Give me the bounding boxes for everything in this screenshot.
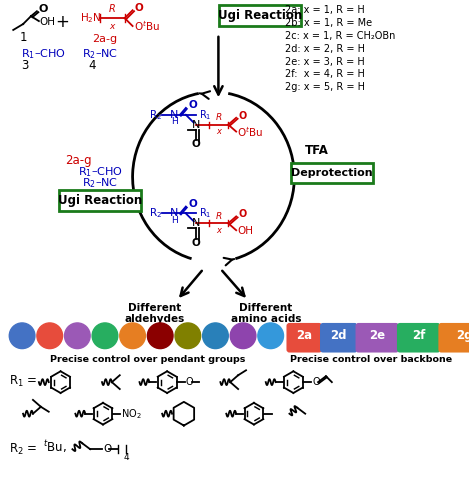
Circle shape <box>147 323 173 349</box>
Text: OH: OH <box>40 17 56 27</box>
Text: N: N <box>191 120 200 129</box>
Text: 2d: x = 2, R = H: 2d: x = 2, R = H <box>285 44 365 54</box>
Text: R: R <box>109 4 116 14</box>
Text: O: O <box>312 377 320 387</box>
Circle shape <box>64 323 90 349</box>
Text: 2f:  x = 4, R = H: 2f: x = 4, R = H <box>285 69 365 79</box>
Text: Different: Different <box>239 303 292 313</box>
Text: O: O <box>238 111 246 121</box>
Text: N: N <box>170 208 178 218</box>
Circle shape <box>92 323 118 349</box>
FancyBboxPatch shape <box>291 163 373 184</box>
Text: 1: 1 <box>19 31 27 44</box>
Text: O$^t$Bu: O$^t$Bu <box>134 19 160 33</box>
Text: R$_1$–CHO: R$_1$–CHO <box>21 47 66 61</box>
Text: O: O <box>135 3 143 13</box>
Text: O: O <box>191 238 200 248</box>
Text: R: R <box>215 113 221 122</box>
Circle shape <box>120 323 146 349</box>
Text: 2a-g: 2a-g <box>92 34 118 44</box>
Circle shape <box>37 323 63 349</box>
Text: R$_1$–CHO: R$_1$–CHO <box>78 165 122 179</box>
Text: aldehydes: aldehydes <box>124 314 184 324</box>
Text: H: H <box>171 117 177 126</box>
Text: O$^t$Bu: O$^t$Bu <box>237 125 264 139</box>
Text: 4: 4 <box>124 452 129 462</box>
Text: 2d: 2d <box>330 329 347 342</box>
Text: 4: 4 <box>88 59 96 72</box>
Text: R: R <box>215 212 221 221</box>
Text: R$_2$: R$_2$ <box>149 206 162 220</box>
FancyBboxPatch shape <box>286 323 322 353</box>
Text: $^t$Bu,: $^t$Bu, <box>43 438 67 454</box>
Text: O: O <box>238 209 246 219</box>
Text: R$_1$: R$_1$ <box>199 206 211 220</box>
Circle shape <box>9 323 35 349</box>
FancyBboxPatch shape <box>356 323 399 353</box>
Text: Precise control over pendant groups: Precise control over pendant groups <box>50 355 245 364</box>
Text: H: H <box>171 216 177 225</box>
Text: +: + <box>55 13 70 31</box>
Text: x: x <box>216 127 221 136</box>
Text: 2g: 2g <box>456 329 472 342</box>
Text: Ugi Reaction: Ugi Reaction <box>58 194 142 207</box>
Text: R$_2$ =: R$_2$ = <box>9 441 37 457</box>
Text: x: x <box>216 226 221 235</box>
Text: 2e: 2e <box>369 329 385 342</box>
FancyBboxPatch shape <box>397 323 440 353</box>
Circle shape <box>258 323 283 349</box>
Text: O: O <box>103 444 111 454</box>
Circle shape <box>202 323 228 349</box>
Text: 2g: x = 5, R = H: 2g: x = 5, R = H <box>285 82 365 92</box>
Text: 2e: x = 3, R = H: 2e: x = 3, R = H <box>285 57 365 66</box>
Text: R$_2$–NC: R$_2$–NC <box>82 47 118 61</box>
FancyBboxPatch shape <box>59 190 141 211</box>
Text: TFA: TFA <box>305 144 329 157</box>
Text: NO$_2$: NO$_2$ <box>121 407 141 421</box>
Text: N: N <box>191 218 200 228</box>
Text: 2c: x = 1, R = CH₂OBn: 2c: x = 1, R = CH₂OBn <box>285 31 396 41</box>
Text: R$_2$: R$_2$ <box>149 108 162 122</box>
Text: amino acids: amino acids <box>230 314 301 324</box>
Text: H$_2$N: H$_2$N <box>80 11 102 25</box>
Text: OH: OH <box>237 226 253 236</box>
Text: O: O <box>39 4 48 14</box>
Text: N: N <box>170 110 178 120</box>
Text: Different: Different <box>128 303 181 313</box>
Text: R$_1$: R$_1$ <box>199 108 211 122</box>
Text: Ugi Reaction: Ugi Reaction <box>218 8 302 22</box>
Text: O: O <box>191 139 200 149</box>
Circle shape <box>175 323 201 349</box>
Text: 2a: 2a <box>296 329 312 342</box>
Text: Precise control over backbone: Precise control over backbone <box>290 355 452 364</box>
Text: 2b: x = 1, R = Me: 2b: x = 1, R = Me <box>285 18 373 28</box>
Text: 2a: x = 1, R = H: 2a: x = 1, R = H <box>285 5 365 15</box>
Text: x: x <box>109 21 115 31</box>
Text: R$_2$–NC: R$_2$–NC <box>82 176 118 190</box>
Text: 2f: 2f <box>412 329 425 342</box>
Text: O: O <box>189 100 198 110</box>
Text: O: O <box>186 377 193 387</box>
FancyBboxPatch shape <box>438 323 474 353</box>
Circle shape <box>230 323 256 349</box>
Text: Deprotection: Deprotection <box>291 168 373 178</box>
FancyBboxPatch shape <box>320 323 357 353</box>
Text: 2a-g: 2a-g <box>65 154 91 167</box>
Text: R$_1$ =: R$_1$ = <box>9 373 37 389</box>
Text: O: O <box>189 198 198 209</box>
Text: 3: 3 <box>21 59 28 72</box>
FancyBboxPatch shape <box>219 5 301 25</box>
